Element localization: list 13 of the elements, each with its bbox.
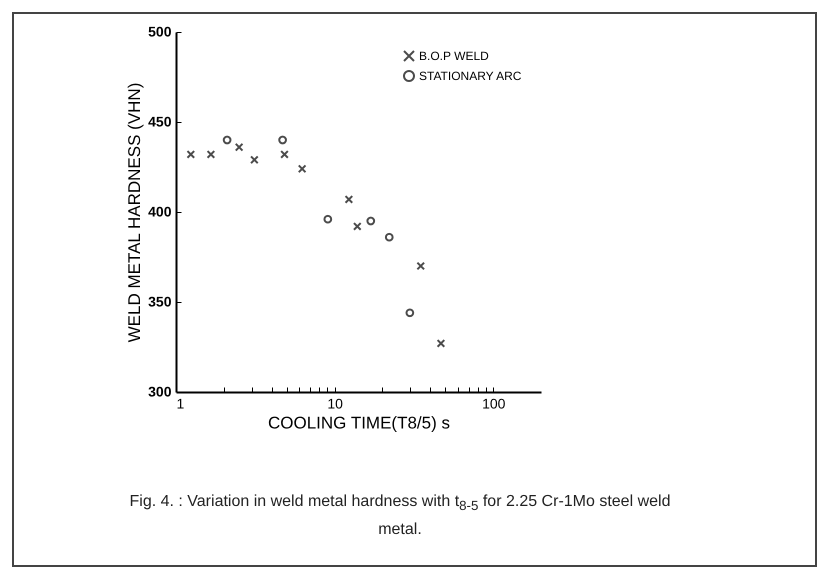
y-tick-label: 300 xyxy=(148,384,172,400)
legend-label: STATIONARY ARC xyxy=(419,69,522,83)
text: Fig. 4. : Variation in weld metal hardness with t$_{8-5}$ for 2.25 Cr-1Mo steel weld metal. xyxy=(130,493,670,538)
x-tick-label: 1 xyxy=(176,396,184,412)
y-tick-label: 500 xyxy=(148,24,172,40)
y-tick-label: 450 xyxy=(148,114,172,130)
x-tick-label: 100 xyxy=(482,396,506,412)
y-tick-label: 400 xyxy=(148,204,172,220)
x-tick-label: 10 xyxy=(327,396,344,412)
x-axis-title: COOLING TIME(T8/5) s xyxy=(268,414,450,432)
y-axis-title: WELD METAL HARDNESS (VHN) xyxy=(125,82,144,342)
y-tick-label: 350 xyxy=(148,294,172,310)
legend-label: B.O.P WELD xyxy=(419,49,490,63)
